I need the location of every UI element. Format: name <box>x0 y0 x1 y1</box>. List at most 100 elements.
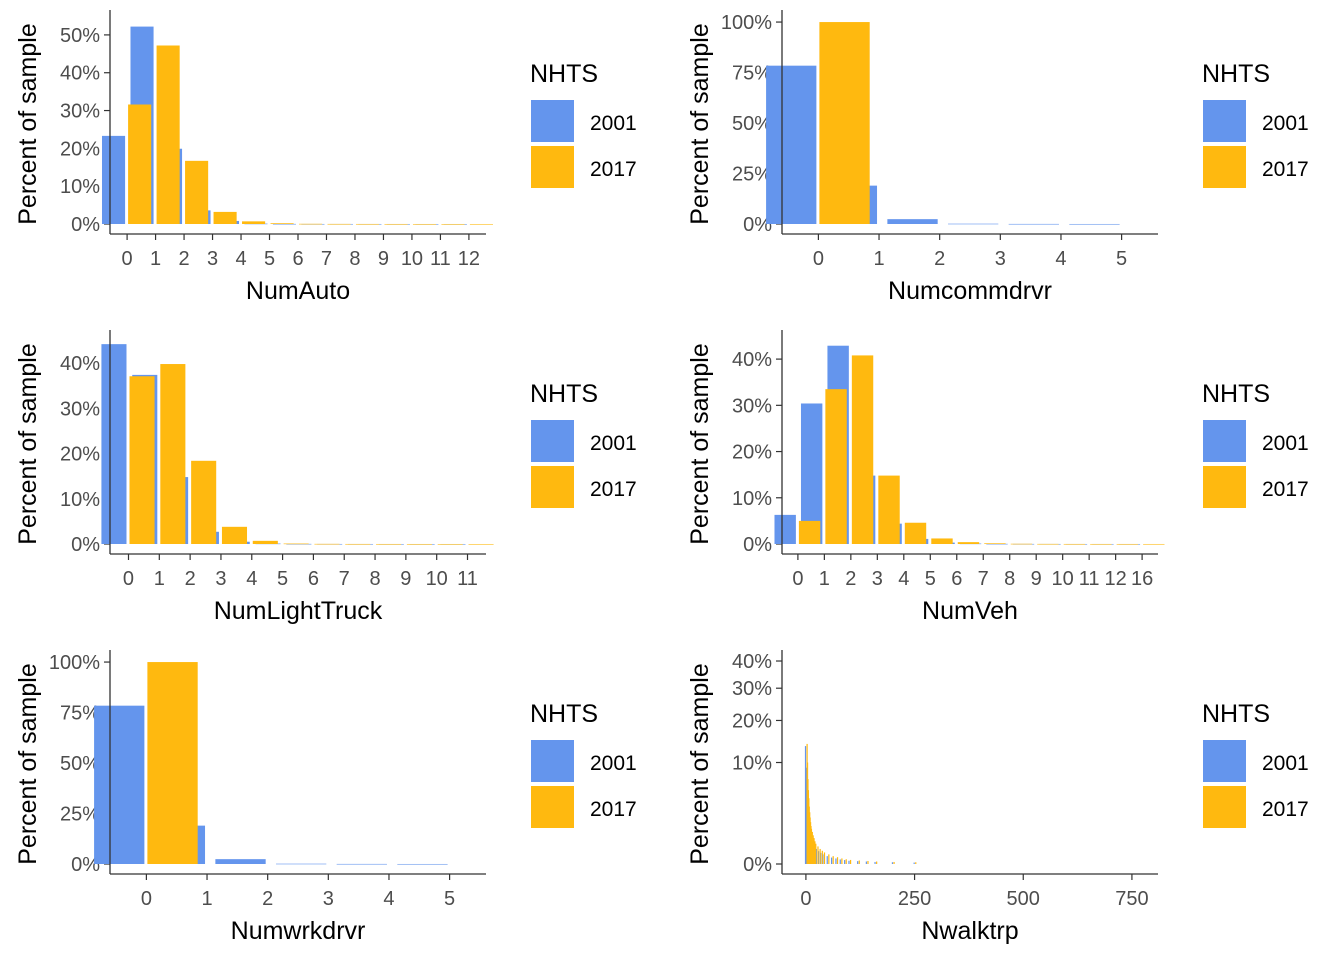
bar-2017-70 <box>836 857 839 864</box>
legend-label-2017: 2017 <box>590 158 637 181</box>
bar-2017-5 <box>283 543 309 545</box>
y-tick-label: 10% <box>60 176 100 198</box>
y-tick-label: 75% <box>732 63 772 85</box>
y-tick-label: 0% <box>71 854 100 876</box>
bar-2017-1 <box>160 364 186 544</box>
y-tick-label: 10% <box>60 489 100 511</box>
bar-2001-6 <box>286 543 312 545</box>
x-tick-label: 7 <box>321 248 332 270</box>
bar-2001-140 <box>865 861 867 864</box>
x-tick-label: 0 <box>122 248 133 270</box>
x-tick-label: 0 <box>800 888 811 910</box>
x-tick-label: 4 <box>246 568 257 590</box>
bar-2017-7 <box>984 543 1006 544</box>
x-tick-label: 5 <box>277 568 288 590</box>
x-tick-label: 500 <box>1007 888 1040 910</box>
y-axis-title: Percent of sample <box>14 343 42 545</box>
legend-label-2017: 2017 <box>1262 158 1309 181</box>
x-tick-label: 0 <box>141 888 152 910</box>
bar-2017-4 <box>252 540 278 544</box>
x-tick-label: 4 <box>235 248 246 270</box>
bar-2017-9 <box>1037 543 1059 545</box>
bar-2017-0 <box>128 104 152 224</box>
chart-panel-numlighttruck: 0% 10% 20% 30% 40% 0 1 2 3 4 5 6 7 8 9 10 11 NumLightTruc… <box>14 330 637 625</box>
x-tick-label: 5 <box>444 888 455 910</box>
bar-2017-3 <box>213 211 237 224</box>
legend-label-2017: 2017 <box>590 798 637 821</box>
bar-2017-10 <box>437 543 463 545</box>
bar-2001-160 <box>874 861 876 864</box>
legend: NHTS 2001 2017 <box>530 380 637 508</box>
bar-2017-10 <box>810 828 813 864</box>
bar-2017-90 <box>845 859 847 864</box>
bar-2001-0 <box>774 514 796 544</box>
bar-2017-250 <box>915 862 917 864</box>
bar-2001-8 <box>986 543 1008 545</box>
bar-2017-11 <box>468 543 494 545</box>
y-tick-label: 50% <box>60 753 100 775</box>
bar-2017-12 <box>1116 543 1139 545</box>
bar-2017-0 <box>147 662 198 864</box>
bar-2001-120 <box>857 861 859 864</box>
x-tick-label: 3 <box>323 888 334 910</box>
bar-2017-3 <box>221 526 248 544</box>
bar-2017-5 <box>270 223 294 224</box>
bar-2017-16 <box>1143 543 1165 545</box>
x-tick-label: 1 <box>154 568 165 590</box>
x-tick-label: 10 <box>1052 568 1074 590</box>
legend: NHTS 2001 2017 <box>530 700 637 828</box>
y-tick-label: 0% <box>71 534 100 556</box>
bar-2017-12 <box>811 831 813 864</box>
bar-2017-60 <box>832 856 834 864</box>
x-axis-title: Numcommdrvr <box>888 277 1052 305</box>
chart-panel-numauto: 0%10%20%30%40%50%0 1 2 3 4 5 6 7 8 9 10 11 12NumAuto… <box>14 10 637 305</box>
x-tick-label: 11 <box>457 568 478 590</box>
x-tick-label: 6 <box>292 248 303 270</box>
legend: NHTS 2001 2017 <box>530 60 637 188</box>
x-tick-label: 5 <box>264 248 275 270</box>
x-tick-label: 9 <box>378 248 389 270</box>
x-tick-label: 6 <box>951 568 962 590</box>
legend-label-2001: 2001 <box>590 432 637 455</box>
y-tick-label: 20% <box>60 444 100 466</box>
bar-2001-80 <box>839 859 841 864</box>
x-tick-label: 2 <box>262 888 273 910</box>
bar-2017-35 <box>821 850 823 864</box>
bar-2001-70 <box>835 858 837 864</box>
x-axis-title: Nwalktrp <box>921 917 1018 945</box>
x-axis-title: Numwrkdrvr <box>231 917 366 945</box>
x-tick-label: 2 <box>178 248 189 270</box>
bar-2017-4 <box>904 522 927 544</box>
x-tick-label: 250 <box>898 888 931 910</box>
bar-2017-40 <box>823 852 826 864</box>
bar-2017-8 <box>1010 543 1033 545</box>
x-tick-label: 8 <box>1004 568 1015 590</box>
x-tick-label: 11 <box>1079 568 1100 590</box>
bar-2001-0 <box>94 705 145 864</box>
y-tick-label: 40% <box>732 349 772 371</box>
bar-2001-2 <box>887 219 938 224</box>
x-tick-label: 6 <box>308 568 319 590</box>
y-tick-label: 25% <box>60 804 100 826</box>
legend-key-2001 <box>531 100 574 142</box>
y-tick-label: 40% <box>732 651 772 673</box>
x-tick-label: 2 <box>185 568 196 590</box>
bar-2017-6 <box>957 542 980 544</box>
x-tick-label: 4 <box>898 568 909 590</box>
x-tick-label: 750 <box>1115 888 1148 910</box>
y-tick-label: 40% <box>60 63 100 85</box>
bar-2017-0 <box>819 22 870 224</box>
bar-2001-250 <box>913 862 915 864</box>
bar-2001-0 <box>766 65 817 224</box>
x-tick-label: 5 <box>1116 248 1127 270</box>
bar-2017-2 <box>185 160 209 224</box>
bar-2001-6 <box>272 223 296 225</box>
legend-key-2017 <box>531 146 574 188</box>
bar-2017-2 <box>191 460 217 544</box>
x-axis-title: NumLightTruck <box>214 597 383 625</box>
x-tick-label: 3 <box>207 248 218 270</box>
legend: NHTS 2001 2017 <box>1202 60 1309 188</box>
x-tick-label: 11 <box>430 248 451 270</box>
legend-label-2017: 2017 <box>590 478 637 501</box>
